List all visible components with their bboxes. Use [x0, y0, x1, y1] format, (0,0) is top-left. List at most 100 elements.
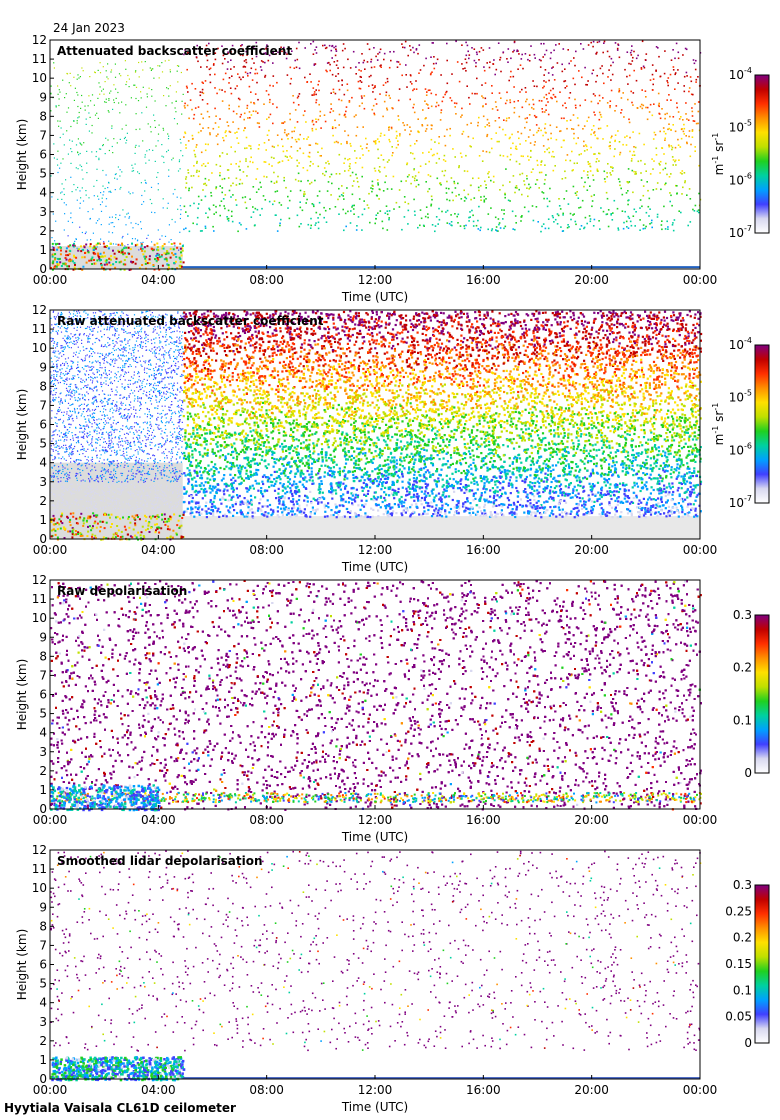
x-tick-label: 00:00 — [683, 543, 718, 557]
colorbar-tick-label: 10-4 — [729, 336, 752, 352]
y-tick-label: 3 — [39, 745, 47, 759]
panel-title: Raw attenuated backscatter coefficient — [57, 314, 324, 328]
colorbar-tick-label: 10-5 — [729, 119, 752, 135]
y-tick-label: 3 — [39, 205, 47, 219]
date-label: 24 Jan 2023 — [53, 21, 125, 35]
y-tick-label: 3 — [39, 475, 47, 489]
y-tick-label: 10 — [32, 611, 47, 625]
y-tick-label: 11 — [32, 592, 47, 606]
y-tick-label: 11 — [32, 52, 47, 66]
y-tick-label: 7 — [39, 938, 47, 952]
y-tick-label: 5 — [39, 977, 47, 991]
panel-title: Raw depolarisation — [57, 584, 187, 598]
y-tick-label: 12 — [32, 843, 47, 857]
y-tick-label: 4 — [39, 186, 47, 200]
y-tick-label: 5 — [39, 707, 47, 721]
y-axis-label: Height (km) — [15, 389, 29, 460]
instrument-footer-label: Hyytiala Vaisala CL61D ceilometer — [4, 1101, 236, 1115]
colorbar-unit: m-1 sr-1 — [711, 133, 726, 176]
y-tick-label: 2 — [39, 224, 47, 238]
y-tick-label: 3 — [39, 1015, 47, 1029]
x-tick-label: 12:00 — [358, 1083, 393, 1097]
x-tick-label: 20:00 — [574, 543, 609, 557]
data-field — [50, 580, 702, 812]
y-tick-label: 0 — [39, 1072, 47, 1086]
x-axis-label: Time (UTC) — [341, 290, 408, 304]
y-tick-label: 2 — [39, 494, 47, 508]
y-tick-label: 11 — [32, 322, 47, 336]
colorbar-tick-label: 10-7 — [729, 224, 752, 240]
x-tick-label: 08:00 — [249, 273, 284, 287]
x-tick-label: 00:00 — [33, 813, 68, 827]
colorbar-tick-label: 10-7 — [729, 494, 752, 510]
y-tick-label: 0 — [39, 532, 47, 546]
y-tick-label: 6 — [39, 958, 47, 972]
x-tick-label: 12:00 — [358, 813, 393, 827]
plot-area — [50, 40, 700, 269]
colorbar — [754, 74, 770, 234]
x-axis-label: Time (UTC) — [341, 560, 408, 574]
y-tick-label: 8 — [39, 109, 47, 123]
x-tick-label: 04:00 — [141, 543, 176, 557]
x-tick-label: 16:00 — [466, 1083, 501, 1097]
y-axis-label: Height (km) — [15, 119, 29, 190]
x-tick-label: 04:00 — [141, 813, 176, 827]
y-tick-label: 7 — [39, 398, 47, 412]
colorbar — [754, 614, 770, 774]
x-tick-label: 04:00 — [141, 273, 176, 287]
y-tick-label: 12 — [32, 33, 47, 47]
y-tick-label: 10 — [32, 881, 47, 895]
y-tick-label: 12 — [32, 573, 47, 587]
y-tick-label: 1 — [39, 1053, 47, 1067]
colorbar-unit: m-1 sr-1 — [711, 403, 726, 446]
y-tick-label: 8 — [39, 649, 47, 663]
y-tick-label: 12 — [32, 303, 47, 317]
y-tick-label: 2 — [39, 1034, 47, 1048]
x-tick-label: 16:00 — [466, 273, 501, 287]
y-tick-label: 0 — [39, 262, 47, 276]
y-tick-label: 1 — [39, 783, 47, 797]
colorbar-tick-label: 10-5 — [729, 389, 752, 405]
x-tick-label: 12:00 — [358, 273, 393, 287]
colorbar — [754, 344, 770, 504]
y-tick-label: 0 — [39, 802, 47, 816]
y-tick-label: 8 — [39, 379, 47, 393]
y-tick-label: 4 — [39, 726, 47, 740]
colorbar-tick-label: 0.25 — [725, 904, 752, 918]
colorbar — [754, 884, 770, 1044]
x-tick-label: 08:00 — [249, 543, 284, 557]
x-tick-label: 12:00 — [358, 543, 393, 557]
colorbar-tick-label: 10-6 — [729, 441, 752, 457]
colorbar-tick-label: 0.15 — [725, 957, 752, 971]
plot-area — [50, 580, 700, 809]
y-tick-label: 6 — [39, 148, 47, 162]
colorbar-tick-label: 0.1 — [733, 983, 752, 997]
y-tick-label: 9 — [39, 360, 47, 374]
colorbar-tick-label: 0 — [744, 766, 752, 780]
colorbar-tick-label: 0.3 — [733, 878, 752, 892]
colorbar-tick-label: 0.05 — [725, 1010, 752, 1024]
x-tick-label: 08:00 — [249, 1083, 284, 1097]
x-tick-label: 00:00 — [683, 813, 718, 827]
colorbar-tick-label: 0.2 — [733, 931, 752, 945]
colorbar-tick-label: 0.2 — [733, 661, 752, 675]
y-tick-label: 6 — [39, 688, 47, 702]
colorbar-tick-label: 10-4 — [729, 66, 752, 82]
panel-title: Attenuated backscatter coefficient — [57, 44, 292, 58]
x-tick-label: 00:00 — [683, 1083, 718, 1097]
y-tick-label: 5 — [39, 437, 47, 451]
colorbar-tick-label: 10-6 — [729, 171, 752, 187]
data-field — [50, 850, 702, 1082]
y-tick-label: 9 — [39, 90, 47, 104]
y-tick-label: 10 — [32, 71, 47, 85]
data-field — [50, 310, 703, 541]
data-field — [50, 40, 702, 271]
y-axis-label: Height (km) — [15, 929, 29, 1000]
panel-title: Smoothed lidar depolarisation — [57, 854, 263, 868]
plot-area — [50, 850, 700, 1079]
x-tick-label: 08:00 — [249, 813, 284, 827]
x-tick-label: 16:00 — [466, 543, 501, 557]
